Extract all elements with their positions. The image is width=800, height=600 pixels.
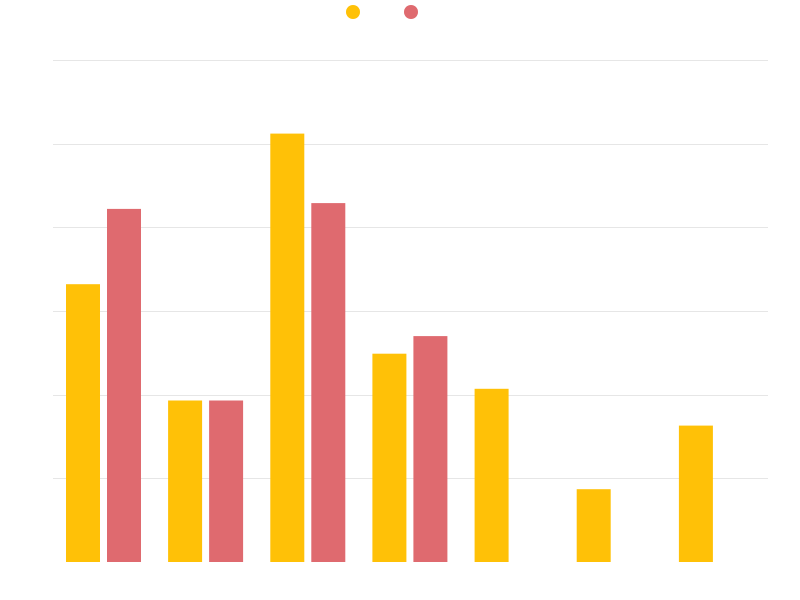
bar-series-1-category-2[interactable] xyxy=(168,400,203,563)
bar-series-2-category-3[interactable] xyxy=(311,203,346,562)
bar-series-1-category-6[interactable] xyxy=(576,489,611,562)
bar-series-2-category-4[interactable] xyxy=(413,336,448,562)
bar-series-1-category-4[interactable] xyxy=(372,353,407,562)
legend xyxy=(346,5,418,19)
gridlines xyxy=(53,60,768,479)
bar-series-1-category-7[interactable] xyxy=(678,425,713,562)
bar-series-2-category-1[interactable] xyxy=(107,208,141,562)
bars xyxy=(66,133,713,563)
bar-series-1-category-3[interactable] xyxy=(270,133,305,562)
legend-marker-series-1[interactable] xyxy=(346,5,360,19)
bar-series-1-category-1[interactable] xyxy=(66,284,100,562)
bar-series-2-category-2[interactable] xyxy=(209,400,244,563)
bar-series-1-category-5[interactable] xyxy=(474,388,509,562)
legend-marker-series-2[interactable] xyxy=(404,5,418,19)
